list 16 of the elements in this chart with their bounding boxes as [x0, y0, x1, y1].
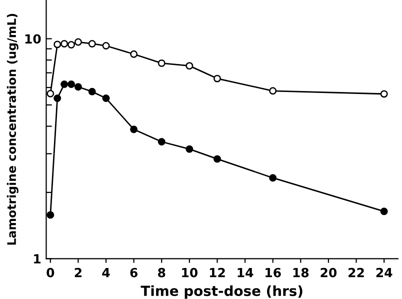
x-tick-label: 18 [293, 268, 309, 278]
x-tick-label: 16 [266, 268, 281, 278]
y-axis-title: Lamotrigine concentration (ug/mL) [6, 14, 18, 245]
x-tick-label: 12 [210, 268, 225, 278]
y-tick-label: 1 [34, 254, 41, 264]
x-tick-label: 0 [46, 268, 54, 278]
x-tick-label: 6 [130, 268, 138, 278]
x-tick-label: 10 [182, 268, 198, 278]
x-tick-label: 8 [158, 268, 166, 278]
x-tick-label: 20 [320, 268, 337, 278]
x-tick-label: 24 [376, 268, 392, 278]
x-axis-title: Time post-dose (hrs) [140, 285, 302, 299]
x-tick-label: 22 [348, 268, 364, 278]
x-tick-label: 4 [102, 268, 110, 278]
x-tick-label: 14 [238, 268, 254, 278]
x-tick-label: 2 [74, 268, 82, 278]
